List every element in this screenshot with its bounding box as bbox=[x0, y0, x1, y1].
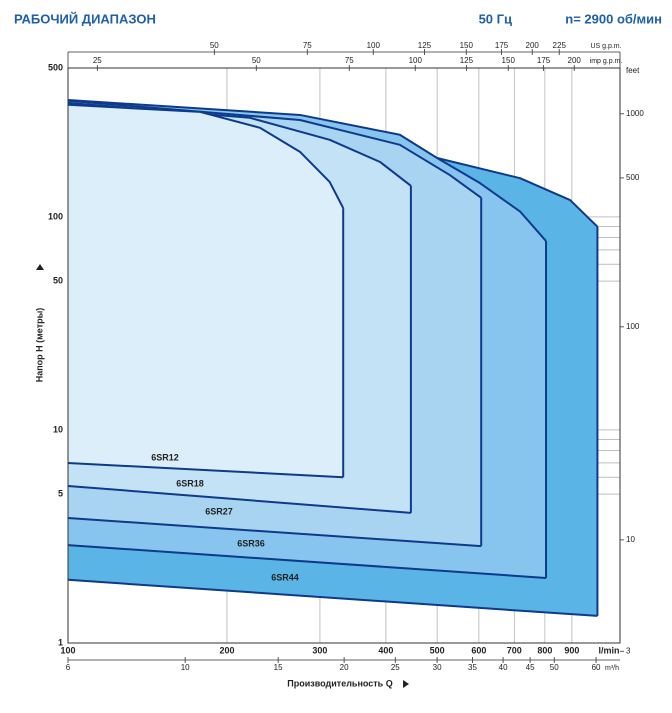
tick-label: 40 bbox=[499, 663, 508, 672]
x-tick-label: 900 bbox=[564, 645, 579, 655]
y2-tick-label: 3 bbox=[626, 646, 631, 655]
tick-label: 15 bbox=[274, 663, 283, 672]
tick-label: 50 bbox=[252, 56, 261, 65]
tick-label: 35 bbox=[468, 663, 477, 672]
series-label: 6SR18 bbox=[176, 478, 204, 488]
tick-label: 100 bbox=[367, 41, 381, 50]
tick-label: 50 bbox=[550, 663, 559, 672]
y-axis-label: Напор H (метры) bbox=[34, 308, 44, 383]
area bbox=[68, 104, 344, 478]
y-tick-label: 5 bbox=[58, 488, 63, 498]
x-tick-label: 300 bbox=[312, 645, 327, 655]
chart-title: РАБОЧИЙ ДИАПАЗОН bbox=[14, 11, 156, 26]
frequency: 50 Гц bbox=[479, 11, 512, 26]
x-unit: l/min bbox=[598, 645, 619, 655]
x-tick-label: 600 bbox=[471, 645, 486, 655]
tick-label: 150 bbox=[502, 56, 516, 65]
y2-tick-label: 100 bbox=[626, 322, 640, 331]
arrow bbox=[403, 680, 409, 688]
axis-unit: imp g.p.m. bbox=[590, 58, 623, 65]
tick-label: 25 bbox=[93, 56, 102, 65]
tick-label: 150 bbox=[460, 41, 474, 50]
area-top-line bbox=[67, 98, 547, 242]
x-tick-label: 500 bbox=[430, 645, 445, 655]
x-tick-label: 700 bbox=[507, 645, 522, 655]
tick-label: 200 bbox=[568, 56, 582, 65]
tick-label: 6 bbox=[66, 663, 71, 672]
x-tick-label: 800 bbox=[537, 645, 552, 655]
tick-label: 60 bbox=[592, 663, 601, 672]
arrow bbox=[36, 264, 44, 270]
x-tick-label: 400 bbox=[378, 645, 393, 655]
y-tick-label: 10 bbox=[53, 424, 63, 434]
tick-label: 75 bbox=[345, 56, 354, 65]
tick-label: 175 bbox=[537, 56, 551, 65]
tick-label: 100 bbox=[409, 56, 423, 65]
area-top-line bbox=[67, 103, 345, 209]
tick-label: 45 bbox=[526, 663, 535, 672]
tick-label: 30 bbox=[433, 663, 442, 672]
x-tick-label: 100 bbox=[60, 645, 75, 655]
y2-tick-label: 1000 bbox=[626, 109, 644, 118]
y2-tick-label: 500 bbox=[626, 173, 640, 182]
axis-unit: m³/h bbox=[605, 665, 619, 672]
y-tick-label: 1 bbox=[58, 637, 63, 647]
series-label: 6SR27 bbox=[205, 506, 233, 516]
area-bottom-line bbox=[67, 544, 547, 579]
tick-label: 75 bbox=[303, 41, 312, 50]
tick-label: 175 bbox=[495, 41, 509, 50]
speed: n= 2900 об/мин bbox=[565, 11, 662, 26]
axis-unit: feet bbox=[626, 66, 640, 75]
area-bottom-line bbox=[67, 461, 344, 479]
tick-label: 225 bbox=[553, 41, 567, 50]
series-label: 6SR36 bbox=[237, 538, 265, 548]
area-top-line bbox=[67, 99, 482, 199]
x-tick-label: 200 bbox=[219, 645, 234, 655]
area-bottom-line bbox=[67, 484, 411, 514]
axis-unit: US g.p.m. bbox=[590, 43, 621, 50]
y2-tick-label: 10 bbox=[626, 535, 635, 544]
tick-label: 125 bbox=[418, 41, 432, 50]
area-bottom-line bbox=[67, 578, 598, 617]
tick-label: 25 bbox=[391, 663, 400, 672]
tick-label: 10 bbox=[181, 663, 190, 672]
series-label: 6SR12 bbox=[151, 452, 179, 462]
tick-label: 20 bbox=[340, 663, 349, 672]
tick-label: 50 bbox=[210, 41, 219, 50]
y-tick-label: 50 bbox=[53, 275, 63, 285]
y-tick-label: 500 bbox=[48, 62, 63, 72]
tick-label: 200 bbox=[526, 41, 540, 50]
plot-frame bbox=[67, 67, 621, 644]
series-label: 6SR44 bbox=[271, 572, 299, 582]
y-tick-label: 100 bbox=[48, 211, 63, 221]
x-axis-label: Производительность Q bbox=[287, 678, 392, 688]
tick-label: 125 bbox=[460, 56, 474, 65]
area-bottom-line bbox=[67, 517, 482, 548]
